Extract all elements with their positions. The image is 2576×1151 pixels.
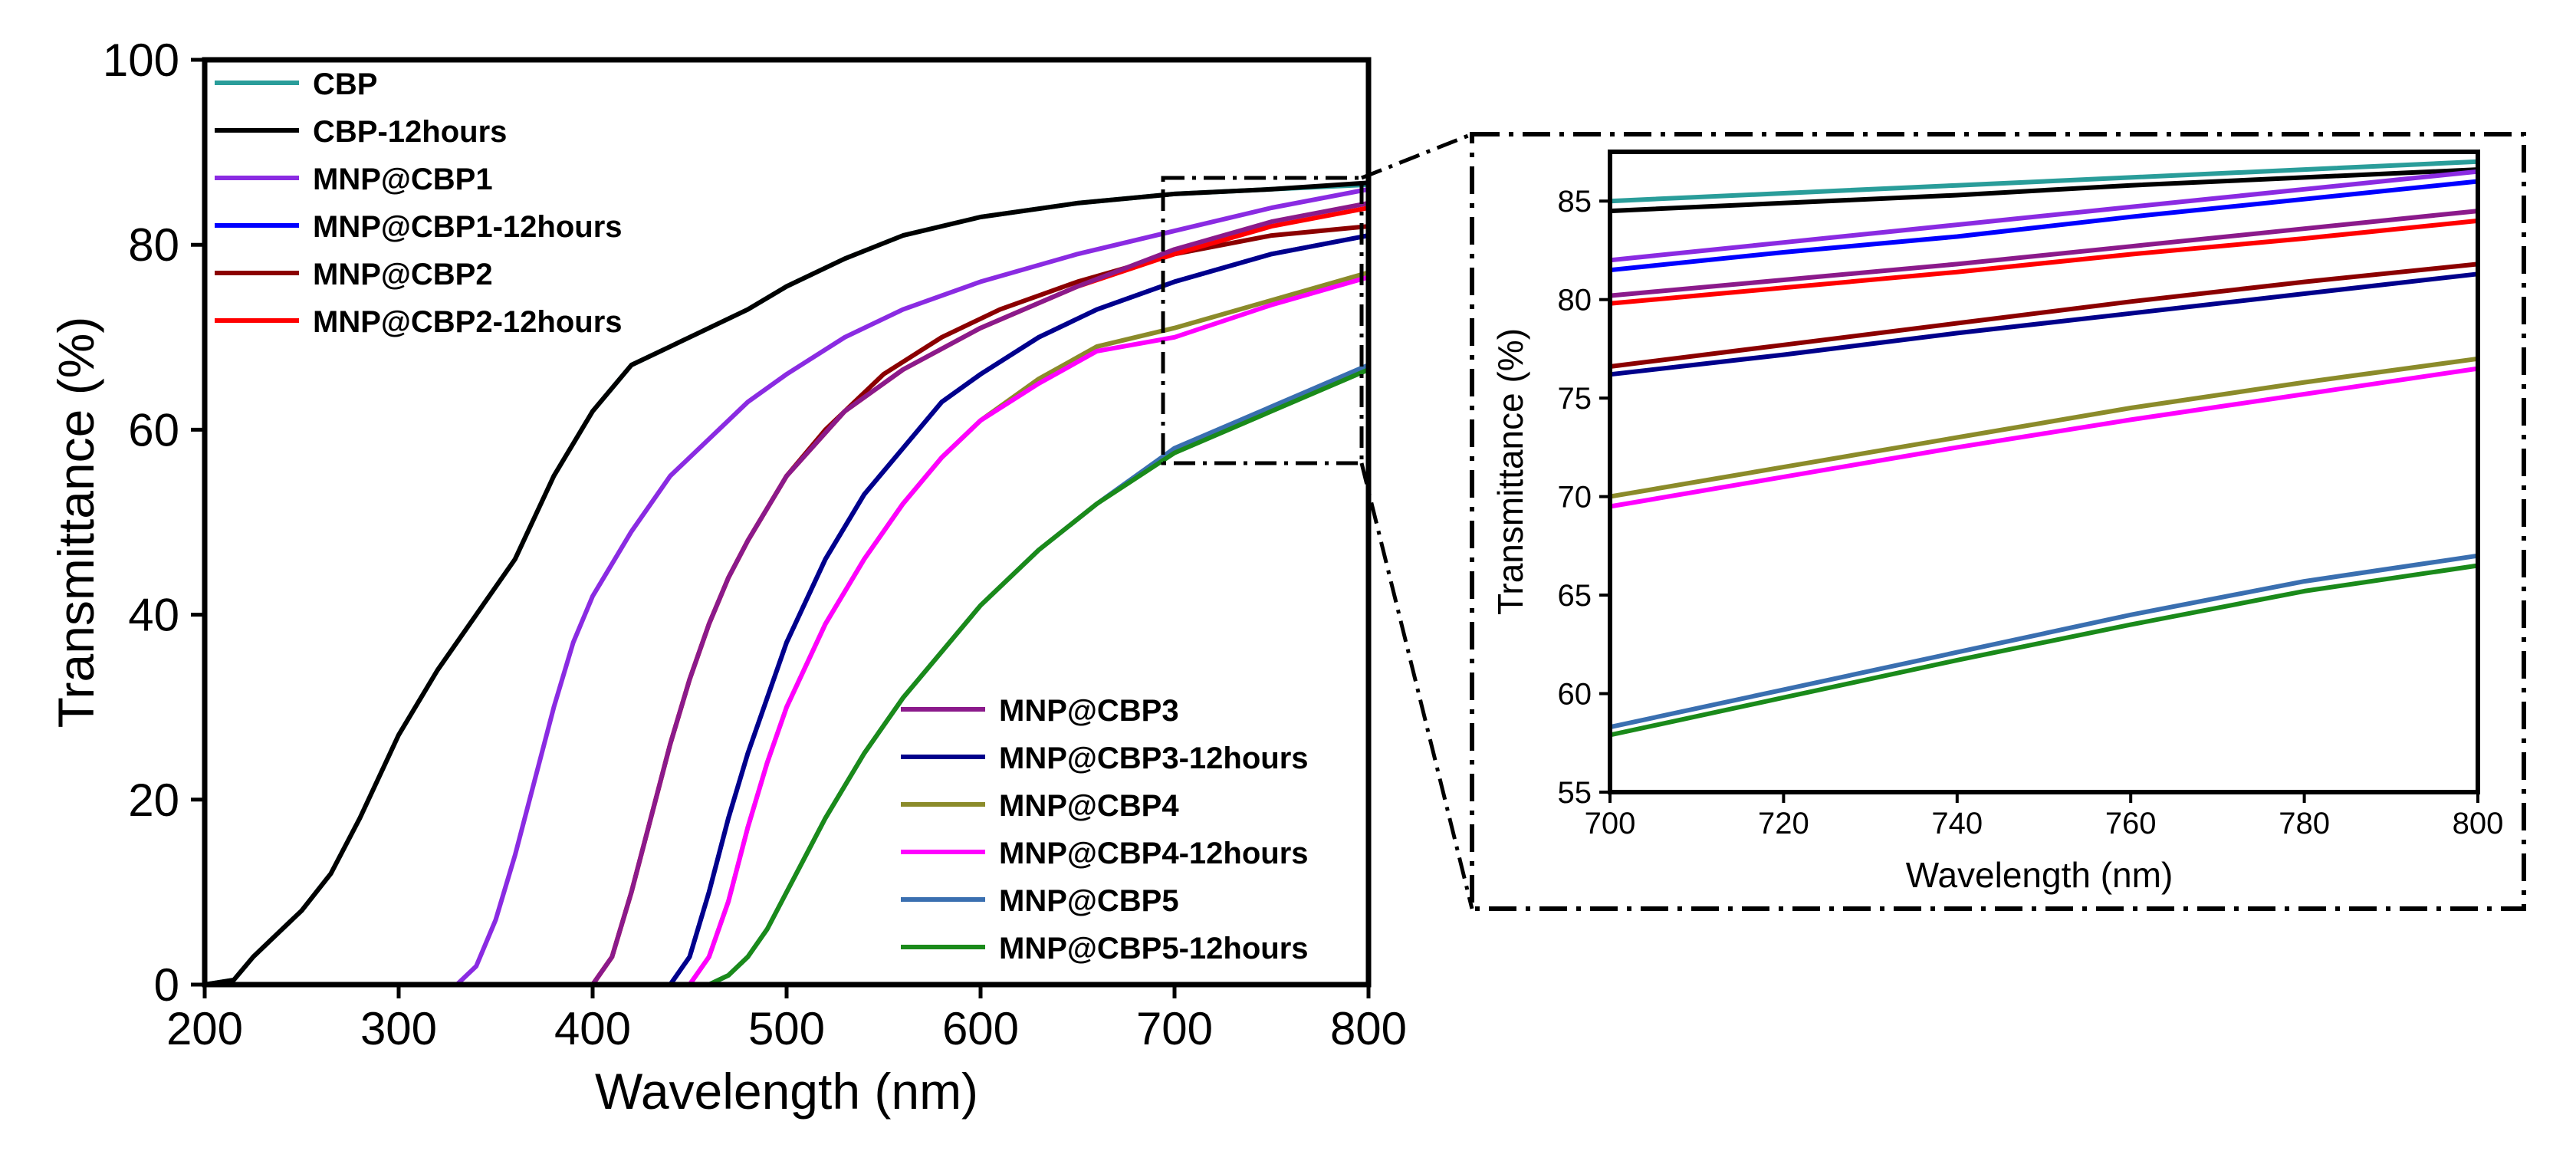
main-x-tick-label: 500 xyxy=(748,1003,825,1054)
legend-label-cbp-12hours: CBP-12hours xyxy=(313,115,507,149)
legend-label-mnp-cbp2-12hours: MNP@CBP2-12hours xyxy=(313,305,623,339)
main-series-line-cbp-12hours xyxy=(202,180,1371,987)
inset-x-tick-label: 700 xyxy=(1585,807,1636,840)
inset-series-line-mnp-cbp4-12hours xyxy=(1608,366,2480,509)
legend-top-left: CBP CBP-12hours MNP@CBP1 MNP@CBP1-12hours MN… xyxy=(215,67,623,339)
inset-x-axis-label: Wavelength (nm) xyxy=(1906,855,2174,895)
legend-label-mnp-cbp1-12hours: MNP@CBP1-12hours xyxy=(313,210,623,244)
inset-y-tick-label: 55 xyxy=(1558,776,1592,810)
main-x-tick-label: 300 xyxy=(360,1003,437,1054)
inset-y-tick-label: 65 xyxy=(1558,579,1592,613)
main-series-line-mnp-cbp1 xyxy=(202,186,1371,987)
legend-bottom-right: MNP@CBP3 MNP@CBP3-12hours MNP@CBP4 MNP@CBP4… xyxy=(901,694,1309,965)
main-ticks: 200 300 400 500 600 700 800 0 20 40 60 80 100 xyxy=(103,35,1407,1054)
main-x-tick-label: 800 xyxy=(1330,1003,1407,1054)
inset-series-line-mnp-cbp5 xyxy=(1608,553,2480,730)
inset-series-line-mnp-cbp3 xyxy=(1608,209,2480,298)
main-series-line-mnp-cbp2 xyxy=(202,224,1371,987)
zoom-connector xyxy=(1161,132,2526,911)
inset-plot-frame xyxy=(1608,150,2480,794)
legend-label-mnp-cbp4-12hours: MNP@CBP4-12hours xyxy=(999,837,1309,870)
inset-x-tick-label: 760 xyxy=(2105,807,2157,840)
main-x-tick-label: 400 xyxy=(554,1003,631,1054)
main-x-axis-label: Wavelength (nm) xyxy=(595,1063,978,1120)
main-y-tick-label: 0 xyxy=(154,959,179,1011)
inset-series-line-mnp-cbp4 xyxy=(1608,356,2480,499)
inset-series-line-mnp-cbp2-12hours xyxy=(1608,218,2480,306)
legend-label-mnp-cbp4: MNP@CBP4 xyxy=(999,789,1179,823)
legend-label-mnp-cbp5-12hours: MNP@CBP5-12hours xyxy=(999,932,1309,965)
main-y-tick-label: 20 xyxy=(128,774,179,826)
legend-label-mnp-cbp5: MNP@CBP5 xyxy=(999,884,1179,918)
inset-series-line-mnp-cbp2 xyxy=(1608,261,2480,369)
inset-y-tick-label: 70 xyxy=(1558,481,1592,515)
main-y-tick-label: 40 xyxy=(128,590,179,641)
main-series-line-mnp-cbp3-12hours xyxy=(202,233,1371,987)
inset-y-tick-label: 85 xyxy=(1558,185,1592,219)
inset-frame xyxy=(1470,132,2526,911)
inset-series-line-mnp-cbp5-12hours xyxy=(1608,563,2480,738)
main-y-axis-label: Transmittance (%) xyxy=(48,317,104,728)
main-y-tick-label: 60 xyxy=(128,404,179,455)
main-series-line-mnp-cbp4-12hours xyxy=(202,275,1371,987)
inset-series-line-mnp-cbp3-12hours xyxy=(1608,271,2480,377)
legend-label-mnp-cbp1: MNP@CBP1 xyxy=(313,163,493,196)
main-series-line-mnp-cbp3 xyxy=(202,200,1371,987)
main-chart: 200 300 400 500 600 700 800 0 20 40 60 80 100 Wavele… xyxy=(48,35,1407,1120)
main-series-line-mnp-cbp1-12hours xyxy=(202,233,1371,987)
main-series-line-mnp-cbp5-12hours xyxy=(202,367,1371,987)
inset-x-tick-label: 720 xyxy=(1758,807,1809,840)
legend-label-mnp-cbp2: MNP@CBP2 xyxy=(313,258,493,291)
inset-series-line-mnp-cbp1-12hours xyxy=(1608,179,2480,273)
main-series-group xyxy=(202,180,1371,987)
inset-chart: 700 720 740 760 780 800 55 60 65 70 75 80 85 Wavelen… xyxy=(1490,150,2504,895)
inset-x-tick-label: 780 xyxy=(2279,807,2330,840)
inset-y-tick-label: 60 xyxy=(1558,678,1592,712)
legend-label-mnp-cbp3: MNP@CBP3 xyxy=(999,694,1179,728)
inset-series-line-cbp xyxy=(1608,159,2480,204)
main-y-tick-label: 100 xyxy=(103,35,179,86)
main-y-tick-label: 80 xyxy=(128,219,179,271)
main-x-tick-label: 200 xyxy=(166,1003,243,1054)
inset-y-tick-label: 80 xyxy=(1558,284,1592,317)
main-series-line-mnp-cbp4 xyxy=(202,270,1371,987)
inset-y-axis-label: Transmittance (%) xyxy=(1490,328,1530,615)
inset-y-tick-label: 75 xyxy=(1558,382,1592,416)
inset-x-tick-label: 740 xyxy=(1931,807,1983,840)
inset-series-group xyxy=(1608,159,2480,738)
inset-ticks: 700 720 740 760 780 800 55 60 65 70 75 80 85 xyxy=(1558,185,2504,840)
legend-label-mnp-cbp3-12hours: MNP@CBP3-12hours xyxy=(999,742,1309,775)
zoom-line-bottom xyxy=(1359,462,1474,909)
zoom-region-box xyxy=(1161,176,1364,465)
main-x-tick-label: 700 xyxy=(1136,1003,1213,1054)
inset-series-line-cbp-12hours xyxy=(1608,167,2480,214)
main-x-tick-label: 600 xyxy=(942,1003,1019,1054)
inset-series-line-mnp-cbp1 xyxy=(1608,169,2480,263)
zoom-line-top xyxy=(1361,132,1473,180)
inset-x-tick-label: 800 xyxy=(2453,807,2504,840)
legend-label-cbp: CBP xyxy=(313,67,377,101)
